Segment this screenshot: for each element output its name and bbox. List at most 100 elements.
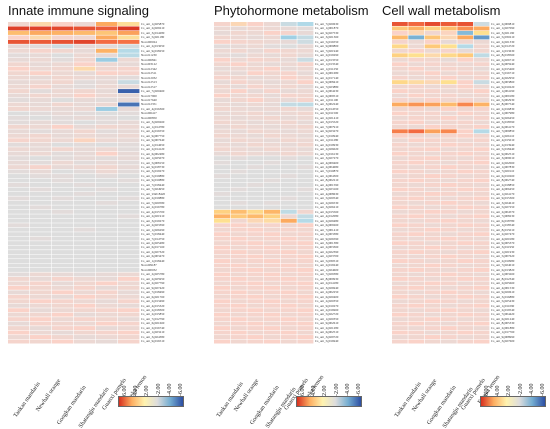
heatmap-cell bbox=[264, 111, 281, 116]
heatmap-cell bbox=[441, 80, 457, 85]
heatmap-cell bbox=[457, 75, 474, 80]
heatmap-cell bbox=[408, 156, 425, 161]
heatmap-cell bbox=[30, 106, 52, 111]
gene-label: Novel17640 bbox=[141, 97, 157, 102]
heatmap-cell bbox=[441, 196, 457, 201]
gene-label: Cs_ont_2g016960 bbox=[315, 308, 339, 312]
heatmap-cell bbox=[8, 241, 30, 246]
heatmap-cell bbox=[280, 205, 297, 210]
gene-label: Cs_ont_6g013820 bbox=[491, 267, 515, 272]
heatmap-cell bbox=[30, 178, 52, 183]
heatmap-cell bbox=[392, 254, 408, 259]
heatmap-cell bbox=[230, 53, 247, 58]
heatmap-cell bbox=[74, 151, 96, 156]
heatmap-cell bbox=[118, 250, 140, 255]
heatmap-cell bbox=[441, 62, 457, 67]
heatmap-cell bbox=[30, 200, 52, 205]
heatmap-cell bbox=[96, 285, 118, 290]
heatmap-cell bbox=[247, 133, 264, 138]
gene-label: Cs_ont_2g004680 bbox=[315, 165, 339, 169]
gene-label: Cs_ont_2g010980 bbox=[491, 258, 515, 263]
heatmap-cell bbox=[280, 120, 297, 125]
gene-label: Cs_ont_3g014280 bbox=[141, 30, 165, 35]
heatmap-cell bbox=[457, 200, 474, 205]
heatmap-cell bbox=[280, 102, 297, 107]
heatmap-cell bbox=[441, 102, 457, 107]
heatmap-cell bbox=[30, 263, 52, 268]
heatmap-cell bbox=[247, 75, 264, 80]
gene-label: Novel09187 bbox=[141, 263, 157, 268]
gene-label: Cs_ont_2g016830 bbox=[491, 106, 515, 111]
gene-label: Cs_ont_9g018250 bbox=[141, 48, 165, 53]
heatmap-cell bbox=[230, 196, 247, 201]
heatmap-cell bbox=[8, 290, 30, 295]
heatmap-cell bbox=[74, 169, 96, 174]
gene-label: Cs_ont_4g001530 bbox=[491, 285, 515, 290]
heatmap-cell bbox=[30, 267, 52, 272]
heatmap-cell bbox=[408, 276, 425, 281]
gene-label: Cs_ont_2g029480 bbox=[315, 218, 339, 223]
gene-label: Cs_ont_7g009850 bbox=[491, 129, 515, 134]
heatmap-cell bbox=[8, 308, 30, 313]
heatmap-cell bbox=[424, 89, 441, 94]
heatmap-cell bbox=[96, 147, 118, 152]
heatmap-cell bbox=[392, 209, 408, 214]
heatmap-cell bbox=[264, 80, 281, 85]
legend-tick-label: -4.00 bbox=[528, 383, 535, 397]
heatmap-cell bbox=[457, 241, 474, 246]
heatmap-cell bbox=[441, 254, 457, 259]
heatmap-cell bbox=[457, 124, 474, 129]
heatmap-cell bbox=[297, 165, 314, 170]
heatmap-cell bbox=[8, 142, 30, 147]
heatmap-cell bbox=[392, 35, 408, 40]
gene-label: Cs_ont_2g022390 bbox=[315, 249, 339, 254]
heatmap-cell bbox=[214, 200, 231, 205]
heatmap-cell bbox=[52, 80, 74, 85]
heatmap-cell bbox=[424, 62, 441, 67]
legend-ticks: 6.00 4.00 2.00 -2.00 -4.00 -6.00 bbox=[296, 374, 362, 397]
heatmap-cell bbox=[8, 303, 30, 308]
heatmap-cell bbox=[264, 22, 281, 26]
heatmap-cell bbox=[30, 124, 52, 129]
heatmap-cell bbox=[297, 133, 314, 138]
panel-title: Cell wall metabolism bbox=[382, 3, 501, 18]
heatmap-cell bbox=[457, 102, 474, 107]
heatmap-cell bbox=[424, 205, 441, 210]
gene-label: Cs_ont_1g001870 bbox=[315, 26, 339, 31]
heatmap-cell bbox=[264, 75, 281, 80]
heatmap-cell bbox=[230, 218, 247, 223]
heatmap-cell bbox=[264, 106, 281, 111]
heatmap-cell bbox=[52, 232, 74, 237]
heatmap-cell bbox=[297, 62, 314, 67]
heatmap-cell bbox=[280, 285, 297, 290]
heatmap-cell bbox=[441, 30, 457, 35]
heatmap-cell bbox=[74, 200, 96, 205]
heatmap-cell bbox=[457, 290, 474, 295]
heatmap-cell bbox=[392, 62, 408, 67]
heatmap-cell bbox=[30, 98, 52, 102]
heatmap-cell bbox=[96, 26, 118, 31]
heatmap-cell bbox=[264, 272, 281, 277]
gene-label: Cs_ont_2g025480 bbox=[141, 240, 165, 245]
gene-label: Cs_ont_4g022950 bbox=[491, 75, 515, 80]
heatmap-cell bbox=[52, 165, 74, 170]
heatmap-cell bbox=[297, 191, 314, 196]
heatmap-cell bbox=[118, 39, 140, 44]
heatmap-cell bbox=[297, 218, 314, 223]
heatmap-cell bbox=[392, 102, 408, 107]
heatmap-cell bbox=[441, 156, 457, 161]
heatmap-cell bbox=[30, 339, 52, 344]
heatmap-cell bbox=[424, 241, 441, 246]
heatmap-cell bbox=[214, 98, 231, 102]
gene-label: Cs_ont_3g027270 bbox=[315, 156, 339, 161]
heatmap-cell bbox=[441, 263, 457, 268]
gene-label: Cs_ont_6g010260 bbox=[491, 173, 515, 178]
heatmap-cell bbox=[118, 111, 140, 116]
heatmap-cell bbox=[392, 200, 408, 205]
heatmap-cell bbox=[52, 30, 74, 35]
heatmap-cell bbox=[214, 93, 231, 98]
heatmap-cell bbox=[230, 106, 247, 111]
heatmap-cell bbox=[408, 115, 425, 120]
heatmap-cell bbox=[118, 223, 140, 228]
heatmap-cell bbox=[280, 75, 297, 80]
